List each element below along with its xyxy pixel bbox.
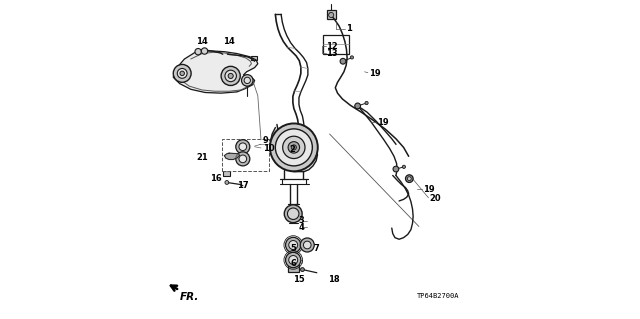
Text: 12: 12	[326, 42, 337, 51]
Circle shape	[300, 238, 314, 252]
Circle shape	[408, 177, 412, 181]
Bar	[326, 10, 335, 19]
Circle shape	[244, 77, 250, 84]
Circle shape	[285, 252, 301, 268]
Circle shape	[239, 155, 246, 163]
Circle shape	[406, 175, 413, 182]
Text: 20: 20	[429, 194, 441, 203]
Text: 14: 14	[223, 37, 235, 46]
Circle shape	[236, 140, 250, 154]
Circle shape	[365, 101, 368, 105]
Text: 2: 2	[289, 145, 295, 154]
Text: 19: 19	[369, 69, 381, 78]
Circle shape	[236, 152, 250, 166]
Text: 14: 14	[196, 37, 208, 46]
Polygon shape	[271, 124, 317, 172]
Text: TP64B2700A: TP64B2700A	[417, 293, 460, 299]
Bar	[288, 265, 299, 272]
Bar	[252, 56, 257, 60]
Circle shape	[283, 136, 305, 159]
Circle shape	[221, 66, 240, 85]
Circle shape	[340, 58, 346, 64]
Circle shape	[291, 145, 296, 150]
Bar	[221, 139, 269, 171]
Text: FR.: FR.	[180, 292, 199, 302]
Circle shape	[301, 268, 305, 271]
Circle shape	[195, 48, 202, 55]
Text: 1: 1	[346, 24, 352, 33]
Text: 4: 4	[298, 223, 304, 232]
Circle shape	[275, 129, 312, 166]
Text: 3: 3	[298, 216, 304, 225]
Circle shape	[328, 12, 333, 18]
Text: 19: 19	[378, 118, 389, 127]
Circle shape	[289, 256, 298, 264]
Circle shape	[355, 103, 360, 109]
Text: 17: 17	[237, 181, 249, 190]
Circle shape	[289, 241, 298, 249]
Text: 21: 21	[196, 153, 208, 162]
Circle shape	[285, 237, 301, 253]
Circle shape	[270, 123, 318, 171]
Text: 10: 10	[262, 144, 274, 153]
Circle shape	[228, 73, 233, 78]
Bar	[323, 35, 349, 54]
Circle shape	[287, 208, 299, 219]
Circle shape	[393, 166, 399, 172]
Text: 5: 5	[291, 244, 296, 253]
Circle shape	[284, 205, 302, 223]
Text: 15: 15	[293, 275, 305, 284]
Polygon shape	[224, 153, 239, 160]
Circle shape	[173, 64, 191, 82]
Text: 16: 16	[210, 174, 221, 182]
Text: 6: 6	[291, 259, 296, 268]
Bar	[223, 171, 230, 176]
Text: 9: 9	[262, 137, 268, 145]
Circle shape	[180, 71, 184, 76]
Circle shape	[403, 165, 406, 168]
Circle shape	[288, 142, 300, 153]
Circle shape	[202, 48, 208, 54]
Circle shape	[303, 241, 311, 249]
Circle shape	[225, 70, 236, 82]
Circle shape	[350, 56, 353, 59]
Circle shape	[241, 75, 253, 86]
Text: 7: 7	[314, 244, 319, 253]
Polygon shape	[173, 51, 258, 93]
Text: 19: 19	[422, 185, 435, 194]
Text: 13: 13	[326, 49, 337, 58]
Text: 18: 18	[328, 275, 340, 284]
Circle shape	[225, 181, 228, 184]
Circle shape	[177, 69, 187, 78]
Circle shape	[239, 143, 246, 151]
